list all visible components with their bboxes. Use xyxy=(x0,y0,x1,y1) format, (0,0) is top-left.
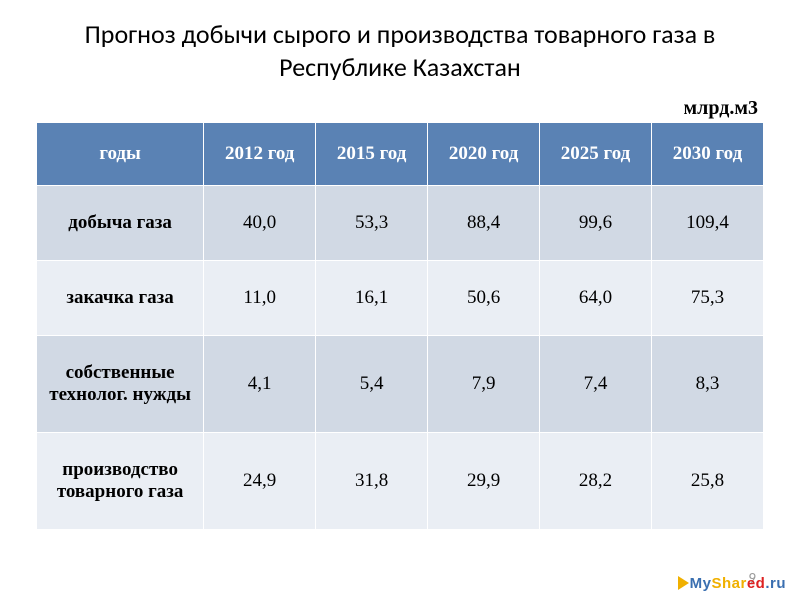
cell: 4,1 xyxy=(204,336,316,433)
cell: 31,8 xyxy=(316,433,428,530)
wm-ed: ed xyxy=(747,575,766,592)
cell: 16,1 xyxy=(316,261,428,336)
table-row: производство товарного газа 24,9 31,8 29… xyxy=(37,433,764,530)
watermark-logo: MyShared.ru xyxy=(678,575,786,592)
cell: 75,3 xyxy=(652,261,764,336)
cell: 40,0 xyxy=(204,186,316,261)
table-header-row: годы 2012 год 2015 год 2020 год 2025 год… xyxy=(37,123,764,186)
cell: 5,4 xyxy=(316,336,428,433)
col-years: годы xyxy=(37,123,204,186)
wm-ru: .ru xyxy=(765,575,786,592)
row-label: закачка газа xyxy=(37,261,204,336)
table-row: добыча газа 40,0 53,3 88,4 99,6 109,4 xyxy=(37,186,764,261)
col-2020: 2020 год xyxy=(428,123,540,186)
wm-my: My xyxy=(690,575,712,592)
slide-title: Прогноз добычи сырого и производства тов… xyxy=(36,18,764,83)
wm-shar: Shar xyxy=(711,575,746,592)
play-icon xyxy=(678,576,689,590)
slide: Прогноз добычи сырого и производства тов… xyxy=(0,0,800,600)
cell: 29,9 xyxy=(428,433,540,530)
row-label: собственные технолог. нужды xyxy=(37,336,204,433)
col-2012: 2012 год xyxy=(204,123,316,186)
col-2030: 2030 год xyxy=(652,123,764,186)
cell: 50,6 xyxy=(428,261,540,336)
unit-label: млрд.м3 xyxy=(36,97,764,120)
cell: 8,3 xyxy=(652,336,764,433)
table-row: собственные технолог. нужды 4,1 5,4 7,9 … xyxy=(37,336,764,433)
cell: 109,4 xyxy=(652,186,764,261)
col-2015: 2015 год xyxy=(316,123,428,186)
row-label: добыча газа xyxy=(37,186,204,261)
row-label: производство товарного газа xyxy=(37,433,204,530)
cell: 99,6 xyxy=(540,186,652,261)
forecast-table: годы 2012 год 2015 год 2020 год 2025 год… xyxy=(36,122,764,530)
col-2025: 2025 год xyxy=(540,123,652,186)
cell: 7,4 xyxy=(540,336,652,433)
table-row: закачка газа 11,0 16,1 50,6 64,0 75,3 xyxy=(37,261,764,336)
cell: 64,0 xyxy=(540,261,652,336)
cell: 53,3 xyxy=(316,186,428,261)
cell: 25,8 xyxy=(652,433,764,530)
cell: 7,9 xyxy=(428,336,540,433)
cell: 24,9 xyxy=(204,433,316,530)
cell: 88,4 xyxy=(428,186,540,261)
cell: 11,0 xyxy=(204,261,316,336)
cell: 28,2 xyxy=(540,433,652,530)
